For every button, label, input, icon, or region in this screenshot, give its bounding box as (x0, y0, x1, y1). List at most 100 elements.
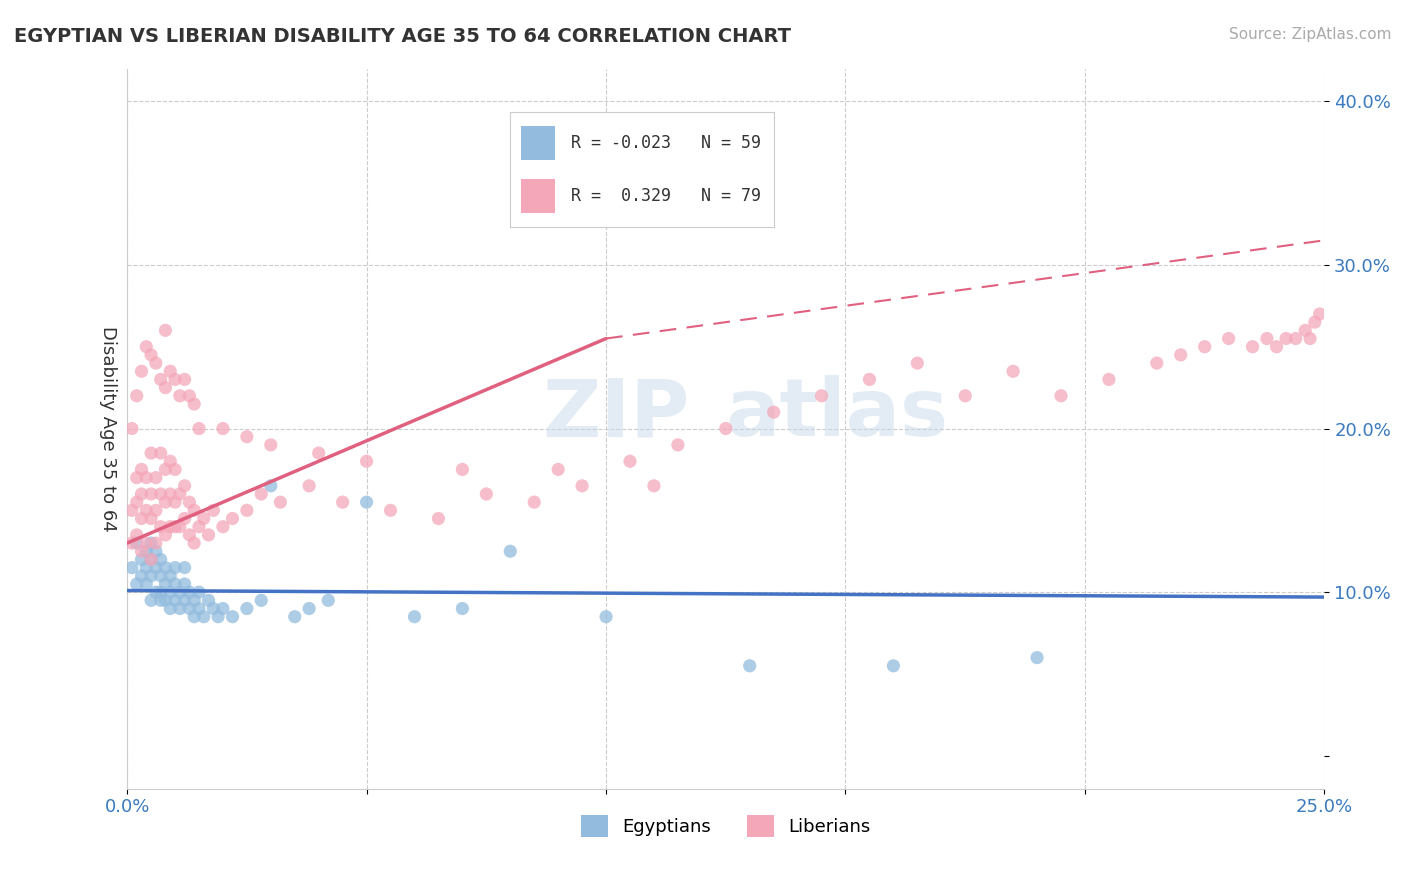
Text: ZIP: ZIP (543, 376, 690, 453)
Point (858, 372, 880, 386)
Point (212, 601, 235, 615)
Point (155, 577, 177, 591)
Point (155, 528, 177, 542)
Point (1241, 340, 1264, 354)
Point (332, 495, 354, 509)
Point (173, 593, 195, 607)
Point (666, 438, 689, 452)
Point (121, 536, 143, 550)
Point (810, 389, 832, 403)
Point (149, 372, 172, 386)
Point (163, 462, 186, 476)
Point (193, 511, 215, 525)
Point (173, 577, 195, 591)
Point (308, 446, 330, 460)
Point (762, 405, 785, 419)
Point (135, 503, 157, 517)
Point (212, 421, 235, 435)
Point (643, 479, 665, 493)
Point (202, 503, 225, 517)
Point (163, 495, 186, 509)
Point (1285, 332, 1308, 346)
Point (221, 511, 243, 525)
Point (523, 495, 546, 509)
Point (169, 519, 191, 533)
Point (155, 462, 177, 476)
Point (284, 609, 307, 624)
Y-axis label: Disability Age 35 to 64: Disability Age 35 to 64 (100, 326, 117, 532)
Point (155, 560, 177, 574)
Point (179, 495, 201, 509)
Point (131, 569, 153, 583)
Point (163, 372, 186, 386)
Point (131, 552, 153, 566)
Point (131, 544, 153, 558)
Point (475, 487, 498, 501)
Point (121, 560, 143, 574)
Point (1098, 372, 1121, 386)
Point (125, 577, 148, 591)
Point (905, 356, 928, 370)
Point (250, 487, 273, 501)
Point (260, 438, 283, 452)
Point (188, 601, 211, 615)
Point (169, 389, 191, 403)
Point (139, 536, 162, 550)
Point (145, 470, 167, 484)
Point (159, 454, 181, 468)
Point (404, 609, 426, 624)
Point (269, 495, 291, 509)
Point (173, 479, 195, 493)
Point (236, 503, 259, 517)
Point (179, 601, 201, 615)
Text: EGYPTIAN VS LIBERIAN DISABILITY AGE 35 TO 64 CORRELATION CHART: EGYPTIAN VS LIBERIAN DISABILITY AGE 35 T… (14, 27, 792, 45)
Point (145, 560, 167, 574)
Point (145, 503, 167, 517)
Point (236, 430, 259, 444)
Point (250, 593, 273, 607)
Point (1170, 348, 1192, 362)
Point (149, 585, 172, 599)
Point (131, 487, 153, 501)
Point (451, 601, 474, 615)
Point (197, 593, 219, 607)
Point (125, 495, 148, 509)
Point (163, 577, 186, 591)
Point (139, 593, 162, 607)
Point (1146, 356, 1168, 370)
Point (169, 601, 191, 615)
Point (183, 397, 205, 411)
Point (135, 577, 157, 591)
Point (121, 421, 143, 435)
Point (1303, 315, 1326, 329)
Point (427, 511, 450, 525)
Point (135, 560, 157, 574)
Point (149, 446, 172, 460)
Point (188, 585, 211, 599)
Point (145, 544, 167, 558)
Point (451, 462, 474, 476)
Point (380, 503, 402, 517)
Point (1218, 332, 1240, 346)
Point (571, 479, 593, 493)
Point (202, 601, 225, 615)
Point (595, 609, 617, 624)
Point (236, 601, 259, 615)
Point (131, 462, 153, 476)
Point (159, 364, 181, 378)
Point (149, 487, 172, 501)
Point (145, 585, 167, 599)
Point (125, 536, 148, 550)
Point (149, 569, 172, 583)
Point (131, 511, 153, 525)
Point (179, 585, 201, 599)
Point (125, 470, 148, 484)
Point (1265, 340, 1288, 354)
Point (499, 544, 522, 558)
Text: atlas: atlas (725, 376, 949, 453)
Point (169, 585, 191, 599)
Point (173, 560, 195, 574)
Point (139, 446, 162, 460)
Point (356, 454, 378, 468)
Point (955, 389, 977, 403)
